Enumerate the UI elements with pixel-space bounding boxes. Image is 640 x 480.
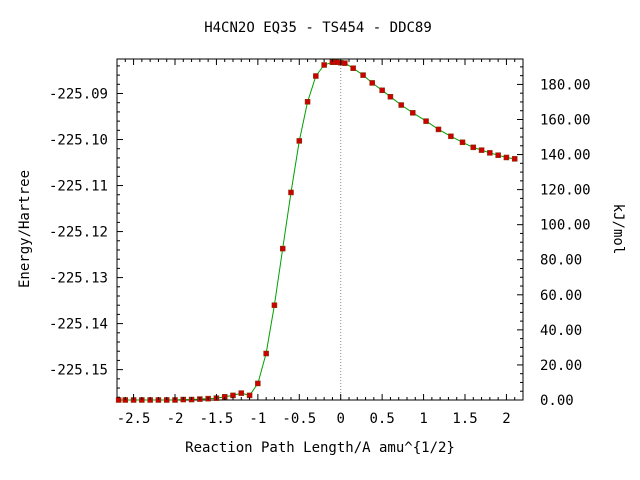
y-axis-label-left: Energy/Hartree: [17, 170, 33, 288]
x-tick-label: -2.5: [117, 411, 151, 427]
data-point: [321, 62, 327, 68]
data-point: [487, 150, 493, 156]
y-left-tick-label: -225.09: [49, 87, 108, 103]
data-point: [410, 110, 416, 116]
y-right-tick-label: 100.00: [540, 218, 591, 234]
chart-title: H4CN2O EQ35 - TS454 - DDC89: [204, 20, 432, 36]
x-tick-label: 0.5: [369, 411, 394, 427]
data-point: [470, 144, 477, 151]
data-point: [478, 147, 485, 153]
y-left-tick-label: -225.13: [49, 271, 108, 287]
x-tick-label: 1: [419, 411, 427, 427]
y-right-tick-label: 160.00: [540, 112, 591, 128]
x-tick-label: -2: [167, 411, 184, 427]
y-axis-label-right: kJ/mol: [610, 204, 626, 255]
x-tick-label: -1.5: [200, 411, 234, 427]
data-point: [342, 60, 348, 66]
y-left-tick-label: -225.14: [49, 317, 108, 333]
data-point: [459, 139, 466, 146]
data-point: [360, 72, 366, 78]
y-left-tick-label: -225.12: [49, 225, 108, 241]
data-point: [503, 154, 510, 161]
data-point: [313, 73, 319, 79]
data-point: [263, 350, 269, 357]
data-point: [271, 302, 278, 308]
data-point: [379, 87, 385, 94]
data-point: [238, 390, 245, 396]
energy-curve: [118, 61, 515, 401]
y-right-tick-label: 120.00: [540, 183, 591, 199]
plot-frame: [116, 58, 524, 401]
y-left-tick-label: -225.15: [49, 363, 108, 379]
x-tick-label: -1: [249, 411, 266, 427]
y-right-tick-label: 0.00: [540, 393, 574, 409]
data-point: [350, 65, 356, 71]
data-point: [255, 380, 261, 387]
data-point: [423, 118, 429, 124]
data-point: [304, 99, 311, 105]
data-point: [435, 126, 442, 133]
y-right-tick-label: 180.00: [540, 77, 591, 93]
y-right-tick-label: 40.00: [540, 323, 582, 339]
x-tick-label: -0.5: [282, 411, 316, 427]
y-right-tick-label: 20.00: [540, 358, 582, 374]
y-right-tick-label: 140.00: [540, 148, 591, 164]
data-point: [387, 93, 394, 100]
data-point: [398, 102, 404, 108]
y-right-tick-label: 80.00: [540, 253, 582, 269]
data-point: [115, 397, 122, 403]
data-point: [296, 138, 303, 144]
data-point: [288, 189, 294, 196]
data-point: [279, 245, 286, 252]
x-axis-label: Reaction Path Length/A amu^{1/2}: [185, 440, 455, 456]
data-point: [369, 80, 375, 86]
y-left-tick-label: -225.11: [49, 179, 108, 195]
x-tick-label: 1.5: [452, 411, 477, 427]
data-point: [448, 133, 454, 140]
data-point: [511, 156, 518, 162]
x-tick-label: 0: [336, 411, 344, 427]
y-right-tick-label: 60.00: [540, 288, 582, 304]
data-point: [495, 152, 501, 158]
x-tick-label: 2: [502, 411, 510, 427]
y-left-tick-label: -225.10: [49, 133, 108, 149]
